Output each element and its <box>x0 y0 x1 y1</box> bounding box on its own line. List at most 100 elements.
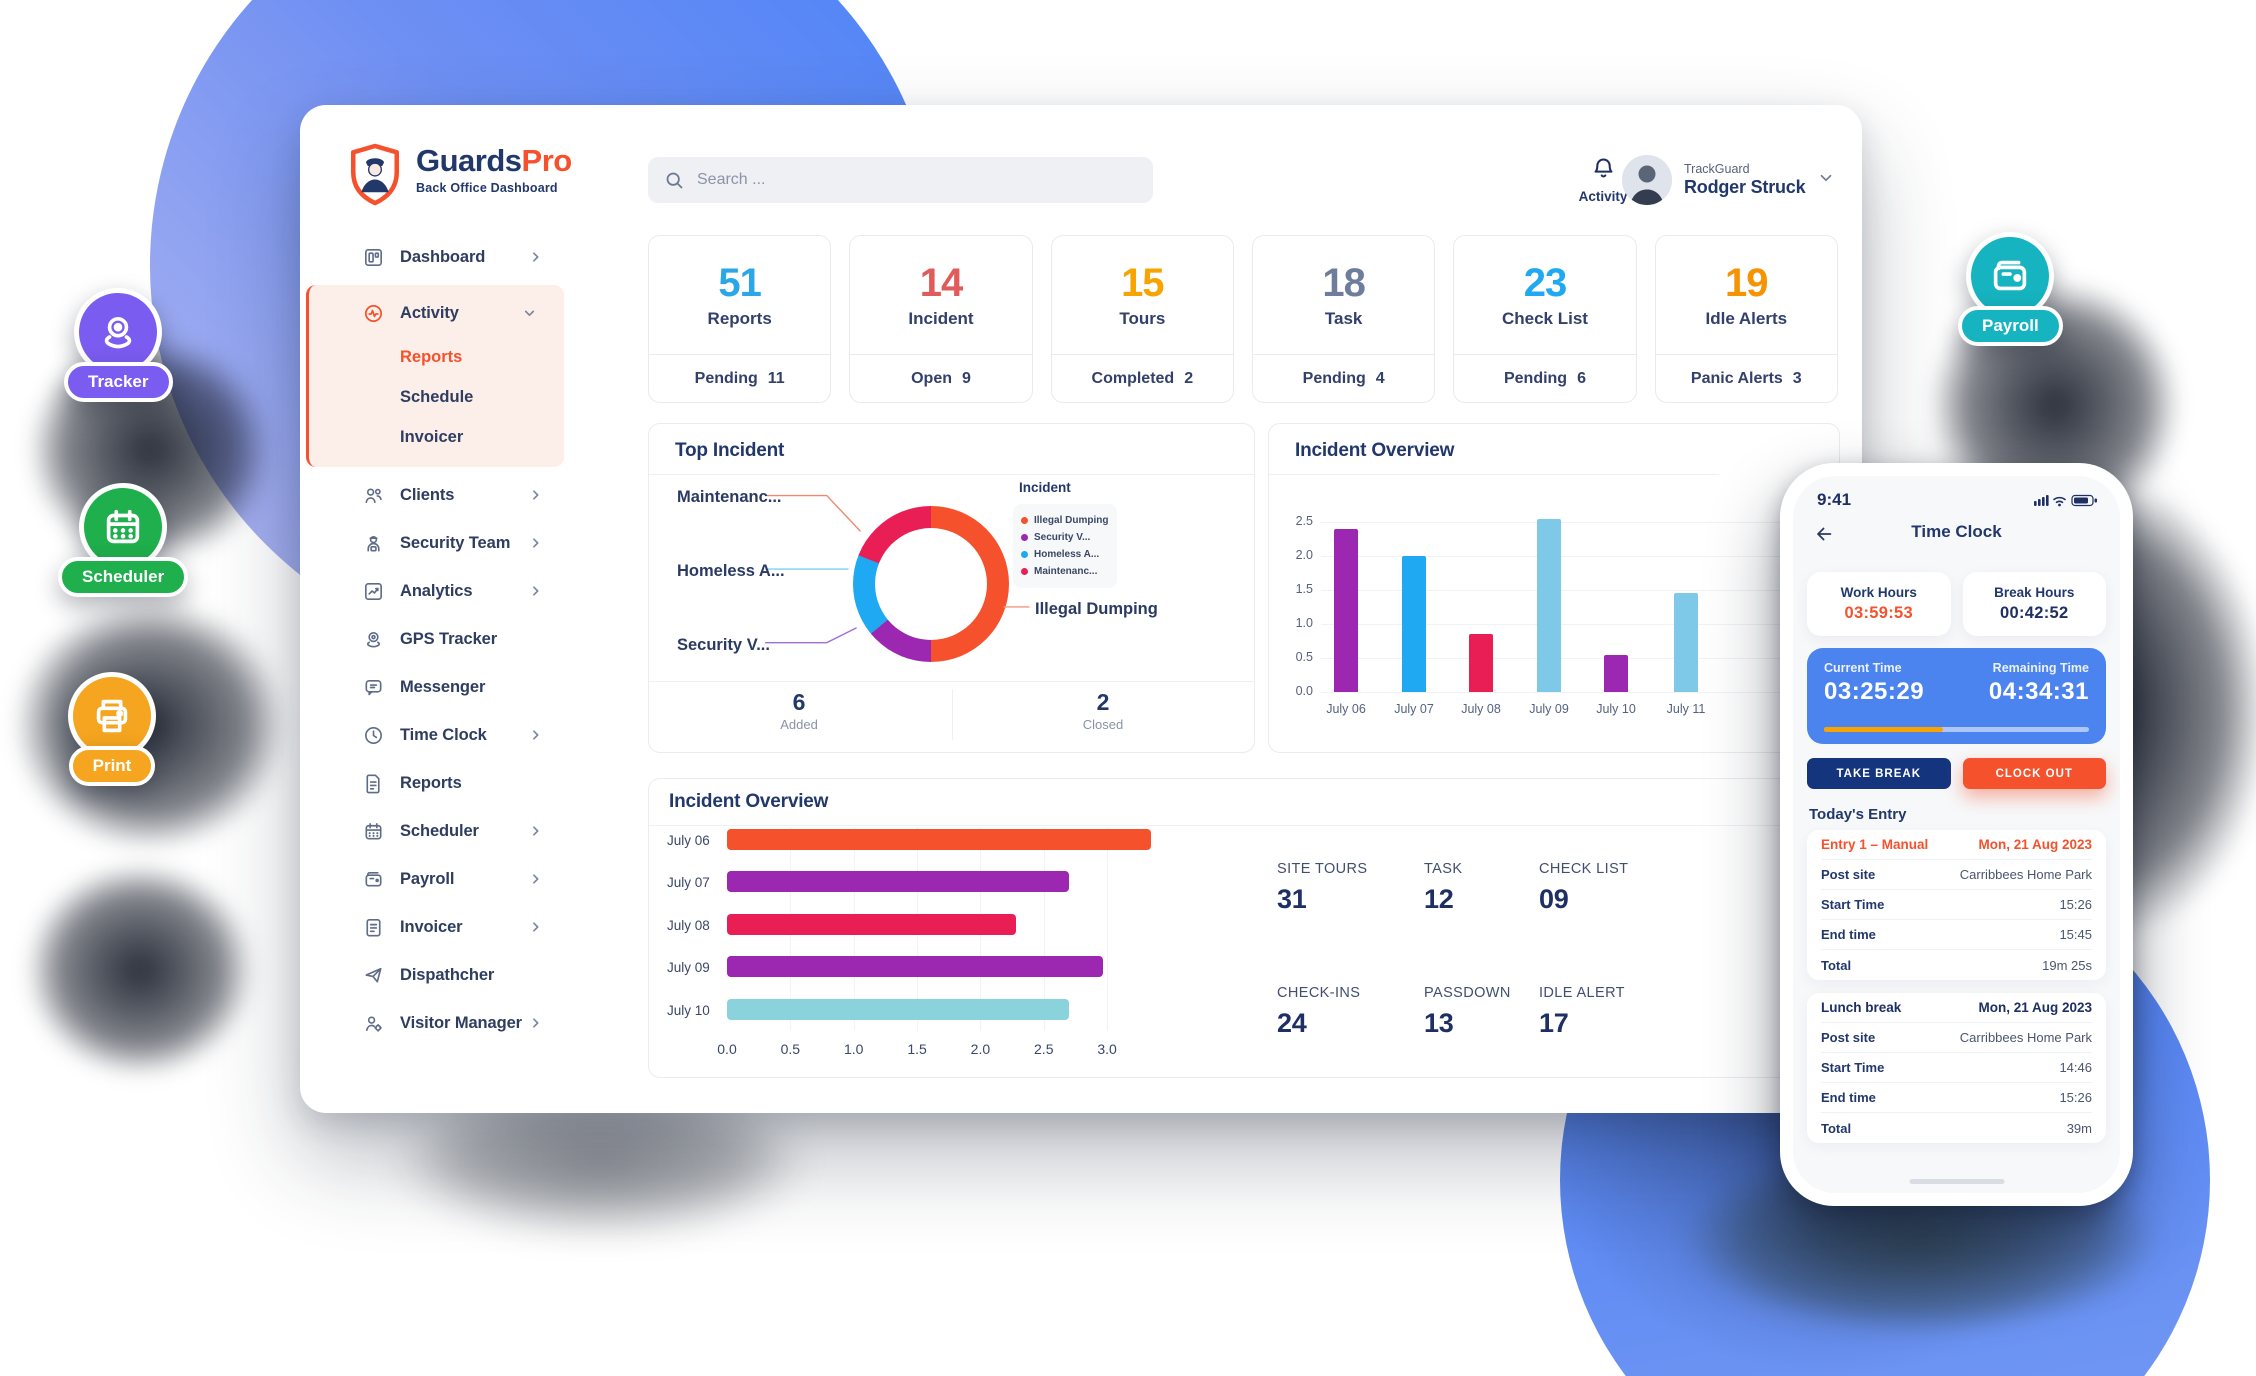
home-indicator[interactable] <box>1909 1179 2004 1184</box>
stat-value: 19 <box>1725 261 1768 305</box>
activity-bell-button[interactable]: Activity <box>1572 155 1634 204</box>
bar-july-06 <box>727 829 1152 850</box>
decor-shadow-print <box>0 825 295 1115</box>
user-profile-menu[interactable]: TrackGuard Rodger Struck <box>1622 155 1835 205</box>
stat-card-task[interactable]: 18 Task Pending 4 <box>1251 235 1436 403</box>
phone-mockup: 9:41 <box>1780 463 2133 1206</box>
take-break-button[interactable]: TAKE BREAK <box>1807 758 1951 789</box>
bar-july-08 <box>727 914 1016 935</box>
donut-legend: Illegal Dumping Security V... Homeless A..… <box>1013 504 1117 588</box>
entry-row-label: End time <box>1821 927 1876 942</box>
sidebar-item-visitor-manager[interactable]: Visitor Manager <box>300 999 570 1047</box>
top-incident-title: Top Incident <box>675 440 785 461</box>
stat-footer: Completed 2 <box>1051 354 1233 402</box>
stat-footer: Panic Alerts 3 <box>1655 354 1837 402</box>
sidebar-subitem-reports[interactable]: Reports <box>309 337 564 377</box>
x-tick-label: July 11 <box>1666 702 1706 716</box>
stat-card-idle-alerts[interactable]: 19 Idle Alerts Panic Alerts 3 <box>1654 235 1838 403</box>
y-tick-label: 0.0 <box>1295 684 1313 698</box>
stat-label: Task <box>1324 309 1363 328</box>
sidebar-subitem-schedule[interactable]: Schedule <box>309 377 564 417</box>
sidebar-item-reports[interactable]: Reports <box>300 759 570 807</box>
clock-out-button[interactable]: CLOCK OUT <box>1962 758 2106 789</box>
stat-card-incident[interactable]: 14 Incident Open 9 <box>849 235 1033 403</box>
print-badge-label: Print <box>68 746 156 786</box>
bar-july-09 <box>727 956 1104 977</box>
chevron-right-icon <box>529 729 542 742</box>
search-input[interactable] <box>697 171 1137 189</box>
entry-date: Mon, 21 Aug 2023 <box>1978 1000 2092 1015</box>
stat-label: Idle Alerts <box>1705 309 1788 328</box>
remaining-time-label: Remaining Time <box>1992 661 2089 675</box>
summary-stat-value: 09 <box>1539 884 1569 914</box>
stat-label: Check List <box>1501 309 1588 328</box>
reports-icon <box>362 772 385 795</box>
sidebar-nav: Dashboard Activity Reports Schedule Invoicer… <box>300 233 570 1047</box>
sidebar-item-messenger[interactable]: Messenger <box>300 663 570 711</box>
sidebar-item-scheduler[interactable]: Scheduler <box>300 807 570 855</box>
remaining-time-value: 04:34:31 <box>1988 678 2089 705</box>
legend-dot <box>1021 517 1028 524</box>
sidebar-item-clients[interactable]: Clients <box>300 471 570 519</box>
gridline <box>1107 827 1109 1031</box>
sidebar-item-label: Reports <box>400 773 462 792</box>
stat-card-check-list[interactable]: 23 Check List Pending 6 <box>1453 235 1637 403</box>
sidebar-item-analytics[interactable]: Analytics <box>300 567 570 615</box>
break-hours-value: 00:42:52 <box>2000 604 2069 622</box>
entry-row-label: Post site <box>1821 1030 1876 1045</box>
summary-stat-value: 24 <box>1277 1008 1307 1038</box>
y-tick-label: 2.0 <box>1295 548 1313 562</box>
status-icons <box>2034 494 2097 507</box>
sidebar-subitem-invoicer[interactable]: Invoicer <box>309 417 564 457</box>
entry-card-1: Entry 1 – Manual Mon, 21 Aug 2023 Post sit… <box>1807 830 2106 980</box>
search-bar[interactable] <box>648 157 1153 203</box>
summary-stat-check-list: CHECK LIST 09 <box>1539 861 1628 915</box>
summary-stat-check-ins: CHECK-INS 24 <box>1277 985 1360 1039</box>
sidebar-item-activity[interactable]: Activity <box>309 289 564 337</box>
sidebar-item-invoicer[interactable]: Invoicer <box>300 903 570 951</box>
sidebar-item-label: Clients <box>400 485 455 504</box>
stat-label: Incident <box>908 309 974 328</box>
back-arrow-icon[interactable] <box>1813 523 1835 545</box>
sidebar-item-payroll[interactable]: Payroll <box>300 855 570 903</box>
bar-july-09 <box>1537 518 1561 692</box>
sidebar-item-time-clock[interactable]: Time Clock <box>300 711 570 759</box>
donut-callout-maintenance: Maintenanc... <box>677 488 782 506</box>
todays-entry-list: Entry 1 – Manual Mon, 21 Aug 2023 Post sit… <box>1807 830 2106 1156</box>
messenger-icon <box>362 676 385 699</box>
scheduler-badge[interactable]: Scheduler <box>58 483 189 597</box>
current-time-value: 03:25:29 <box>1824 678 1925 705</box>
legend-dot <box>1021 551 1028 558</box>
sidebar-subitem-label: Invoicer <box>400 427 464 446</box>
sidebar-item-label: Time Clock <box>400 725 487 744</box>
analytics-icon <box>362 580 385 603</box>
sidebar-item-gps-tracker[interactable]: GPS Tracker <box>300 615 570 663</box>
sidebar-item-dispathcher[interactable]: Dispathcher <box>300 951 570 999</box>
sidebar-subitem-label: Reports <box>400 347 463 366</box>
summary-stat-label: CHECK-INS <box>1277 985 1361 1001</box>
stat-footer-label: Pending <box>1302 369 1366 387</box>
stat-card-reports[interactable]: 51 Reports Pending 11 <box>648 235 832 403</box>
sidebar-item-dashboard[interactable]: Dashboard <box>300 233 570 281</box>
sidebar-item-label: Analytics <box>400 581 473 600</box>
entry-row-value: 14:46 <box>2059 1060 2092 1075</box>
payroll-badge[interactable]: Payroll <box>1958 232 2063 346</box>
sidebar-item-label: Payroll <box>400 869 455 888</box>
tracker-badge[interactable]: Tracker <box>64 288 173 402</box>
current-time-label: Current Time <box>1824 661 1902 675</box>
tracker-badge-label: Tracker <box>64 362 173 402</box>
row-label-july-09: July 09 <box>667 960 710 975</box>
entry-title: Lunch break <box>1821 1000 1902 1015</box>
stat-footer-label: Completed <box>1091 369 1175 387</box>
stat-footer-value: 6 <box>1577 369 1586 387</box>
stat-value: 23 <box>1523 261 1567 305</box>
print-badge[interactable]: Print <box>68 672 156 786</box>
x-tick-label: 0.0 <box>717 1041 737 1057</box>
x-tick-label: July 06 <box>1326 702 1366 716</box>
sidebar-item-label: Scheduler <box>400 821 479 840</box>
stat-footer-label: Panic Alerts <box>1690 369 1783 387</box>
sidebar-item-security-team[interactable]: Security Team <box>300 519 570 567</box>
entry-row-start-time: Start Time 14:46 <box>1821 1053 2092 1083</box>
x-tick-label: July 08 <box>1461 702 1501 716</box>
stat-card-tours[interactable]: 15 Tours Completed 2 <box>1050 235 1234 403</box>
